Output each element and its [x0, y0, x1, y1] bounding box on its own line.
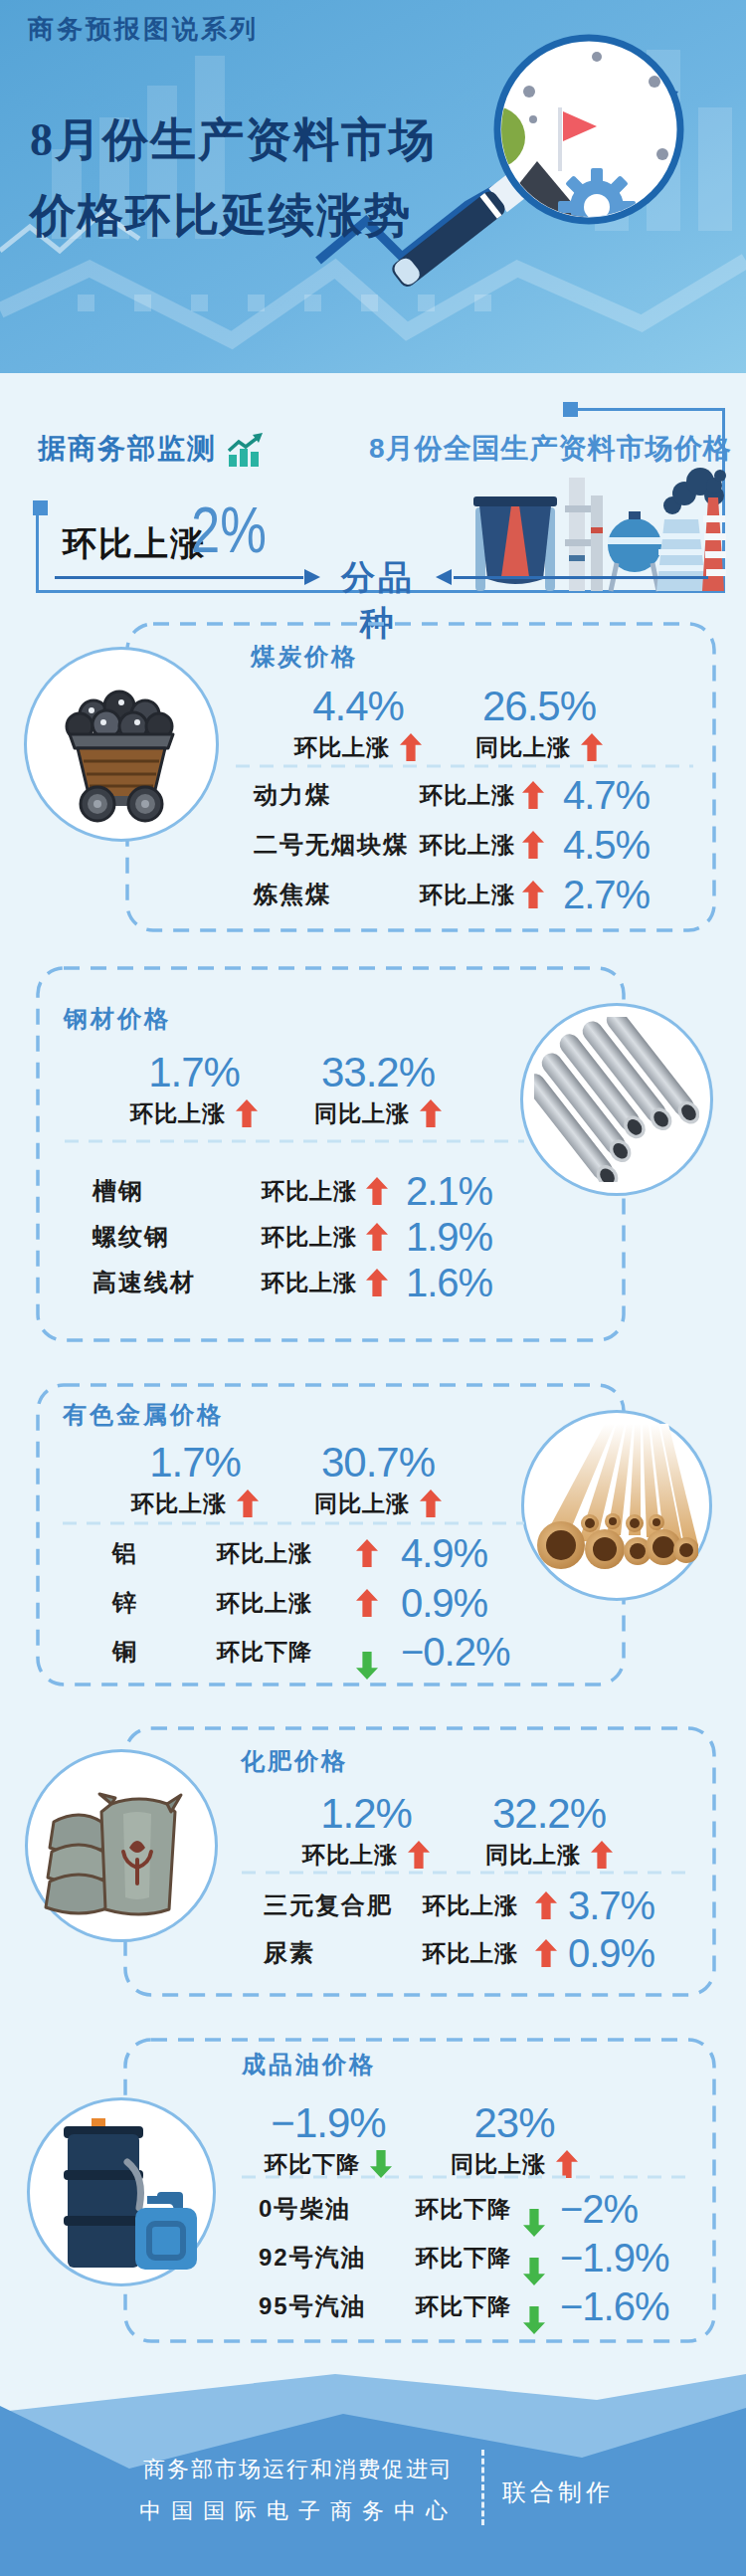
- frame-corner-square-right: [563, 402, 578, 417]
- pipes-icon: [569, 478, 585, 591]
- card-title-nonferrous: 有色金属价格: [63, 1399, 224, 1431]
- steel-pipes-icon: [534, 1017, 699, 1182]
- card-separator: [242, 1871, 693, 1875]
- up-arrow-icon: [366, 1177, 388, 1205]
- table-row: 炼焦煤 环比上涨 2.7%: [0, 869, 746, 920]
- card-title-oil: 成品油价格: [242, 2049, 376, 2081]
- down-arrow-icon: [370, 2150, 392, 2178]
- series-label: 商务预报图说系列: [28, 12, 259, 47]
- card-title-fertilizer: 化肥价格: [241, 1745, 348, 1777]
- table-row: 铜 环比下降 −0.2%: [0, 1626, 746, 1678]
- footer-org-line2: 中国国际电子商务中心: [60, 2496, 537, 2526]
- up-arrow-icon: [522, 781, 544, 809]
- frame-line: [36, 514, 39, 592]
- page-title-line1: 8月份生产资料市场: [30, 109, 437, 171]
- card-title-steel: 钢材价格: [64, 1003, 171, 1035]
- up-arrow-icon: [356, 1589, 378, 1617]
- card-separator: [242, 2175, 693, 2179]
- table-row: 槽钢 环比上涨 2.1%: [0, 1165, 746, 1217]
- frame-corner-square-left: [33, 500, 48, 515]
- up-arrow-icon: [535, 1939, 557, 1967]
- monitor-source-label: 据商务部监测: [38, 430, 217, 468]
- fertilizer-mom-stat: 1.2% 环比上涨: [286, 1790, 446, 1870]
- coal-yoy-stat: 26.5% 同比上涨: [460, 683, 619, 762]
- frame-line: [578, 408, 725, 411]
- card-separator: [65, 1139, 524, 1143]
- steel-mom-stat: 1.7% 环比上涨: [114, 1049, 274, 1128]
- factory-illustration: [458, 468, 726, 593]
- headline-label: 环比上涨: [63, 521, 206, 567]
- table-row: 尿素 环比上涨 0.9%: [0, 1927, 746, 1979]
- table-row: 动力煤 环比上涨 4.7%: [0, 769, 746, 821]
- infographic-page: 商务预报图说系列 8月份生产资料市场 价格环比延续涨势 据商务部监测 环比上涨 …: [0, 0, 746, 2576]
- card-title-coal: 煤炭价格: [251, 641, 358, 673]
- divider-arrow-left: [304, 569, 320, 585]
- nonferrous-mom-stat: 1.7% 环比上涨: [115, 1439, 275, 1518]
- page-title-line2: 价格环比延续涨势: [30, 185, 412, 247]
- table-row: 三元复合肥 环比上涨 3.7%: [0, 1880, 746, 1931]
- table-row: 95号汽油 环比下降 −1.6%: [0, 2280, 746, 2332]
- up-arrow-icon: [237, 1489, 259, 1517]
- headline-value: 2%: [191, 494, 267, 567]
- up-arrow-icon: [522, 831, 544, 859]
- table-row: 二号无烟块煤 环比上涨 4.5%: [0, 819, 746, 871]
- up-arrow-icon: [356, 1539, 378, 1567]
- up-arrow-icon: [420, 1489, 442, 1517]
- up-arrow-icon: [591, 1841, 613, 1869]
- up-arrow-icon: [535, 1891, 557, 1919]
- table-row: 0号柴油 环比下降 −2%: [0, 2183, 746, 2235]
- scope-label: 8月份全国生产资料市场价格: [369, 430, 732, 468]
- coal-mom-stat: 4.4% 环比上涨: [279, 683, 438, 762]
- up-arrow-icon: [581, 733, 603, 761]
- table-row: 螺纹钢 环比上涨 1.9%: [0, 1211, 746, 1263]
- card-separator: [63, 1521, 524, 1525]
- divider-arrow-right: [436, 569, 452, 585]
- up-arrow-icon: [556, 2150, 578, 2178]
- up-arrow-icon: [236, 1099, 258, 1127]
- table-row: 锌 环比上涨 0.9%: [0, 1577, 746, 1629]
- up-arrow-icon: [420, 1099, 442, 1127]
- fertilizer-yoy-stat: 32.2% 同比上涨: [469, 1790, 629, 1870]
- down-arrow-icon: [523, 2306, 545, 2334]
- table-row: 92号汽油 环比下降 −1.9%: [0, 2232, 746, 2283]
- mini-chart-icon: [225, 433, 267, 469]
- divider-line-right: [454, 576, 708, 579]
- footer-divider: [481, 2450, 484, 2525]
- up-arrow-icon: [408, 1841, 430, 1869]
- footer-org-line1: 商务部市场运行和消费促进司: [60, 2455, 537, 2484]
- footer-co-label: 联合制作: [502, 2477, 614, 2508]
- steel-yoy-stat: 33.2% 同比上涨: [298, 1049, 458, 1128]
- card-separator: [236, 764, 693, 768]
- divider-line-left: [55, 576, 303, 579]
- down-arrow-icon: [356, 1652, 378, 1680]
- up-arrow-icon: [366, 1223, 388, 1251]
- up-arrow-icon: [400, 733, 422, 761]
- table-row: 高速线材 环比上涨 1.6%: [0, 1257, 746, 1308]
- up-arrow-icon: [366, 1269, 388, 1296]
- up-arrow-icon: [522, 881, 544, 908]
- nonferrous-yoy-stat: 30.7% 同比上涨: [298, 1439, 458, 1518]
- oil-mom-stat: −1.9% 环比下降: [249, 2099, 408, 2179]
- table-row: 铝 环比上涨 4.9%: [0, 1527, 746, 1579]
- oil-yoy-stat: 23% 同比上涨: [435, 2099, 594, 2179]
